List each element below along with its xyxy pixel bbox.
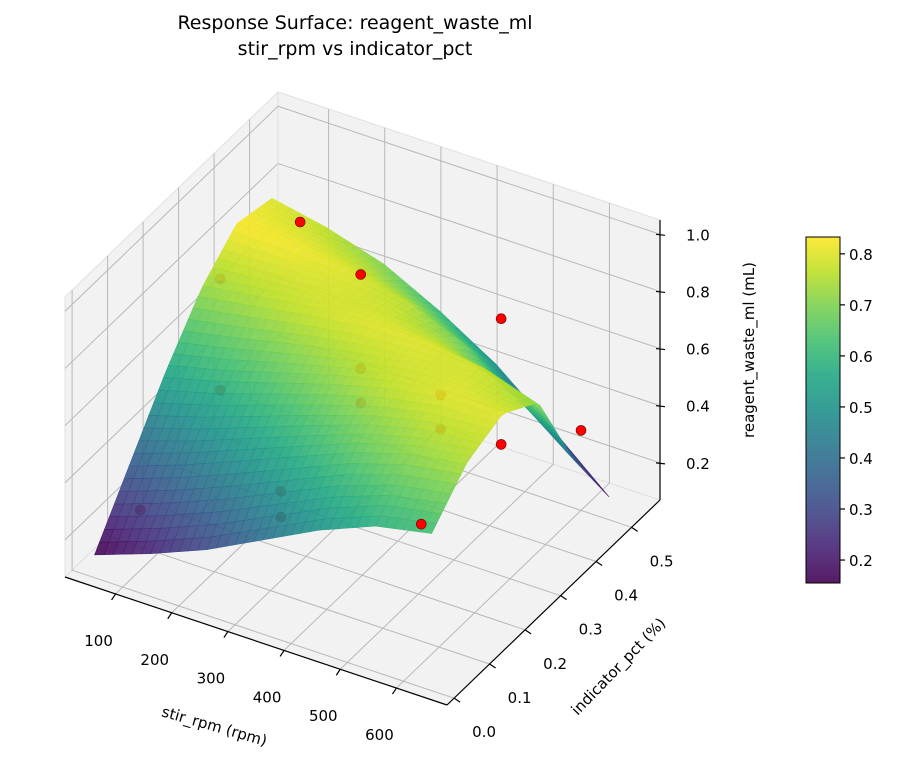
gridline [64,105,279,312]
colorbar-tick-label: 0.6 [849,348,873,366]
data-point [415,518,427,530]
y-tick-label: 0.2 [543,655,567,673]
colorbar-gradient [805,236,841,584]
gridline [277,162,661,292]
z-tick-label: 0.4 [686,398,710,416]
gridline [64,163,279,369]
y-tick-label: 0.5 [650,552,674,570]
data-point [495,439,507,450]
data-point [294,216,306,228]
x-tick [167,612,173,620]
z-tick [655,462,666,465]
gridline [71,569,455,699]
y-tick [453,697,461,703]
data-point [355,269,367,280]
x-tick-label: 100 [84,632,113,650]
x-tick [111,593,117,601]
z-tick [655,233,666,236]
gridline [277,105,661,235]
z-axis-label: reagent_waste_ml (mL) [740,262,759,438]
axes-ticks: 100 200 300 400 500 600 0.0 0.1 0.2 0.3 0.4 0.5 0.2 0… [64,220,710,744]
z-tick [655,290,666,294]
y-tick [524,629,532,635]
x-tick [335,668,341,676]
x-tick-label: 500 [309,707,338,725]
colorbar-tick-label: 0.7 [849,297,873,315]
x-tick-label: 600 [365,726,394,744]
z-tick-label: 1.0 [686,226,710,244]
z-tick [655,405,666,408]
y-tick-label: 0.4 [614,587,638,605]
colorbar-tick-label: 0.5 [849,399,873,417]
chart-title: Response Surface: reagent_waste_ml [177,12,533,34]
x-axis-label: stir_rpm (rpm) [159,703,269,751]
colorbar-tick-label: 0.2 [849,552,873,570]
scatter-points [294,216,507,530]
gridline [339,463,554,670]
gridline [283,445,498,651]
y-axis-line [446,499,661,706]
z-tick-label: 0.2 [686,455,710,473]
x-tick [391,687,397,695]
x-tick-label: 400 [253,688,282,706]
colorbar-tick-label: 0.4 [849,450,873,468]
x-tick [279,650,285,657]
z-tick [655,347,666,351]
gridline [107,535,490,665]
response-surface [94,197,610,556]
colorbar: 0.2 0.3 0.4 0.5 0.6 0.7 0.8 [805,236,873,584]
z-tick-label: 0.8 [686,283,710,301]
x-tick [223,631,229,638]
y-tick [560,595,567,601]
y-tick [631,526,638,532]
chart-subtitle: stir_rpm vs indicator_pct [237,38,473,60]
y-tick-label: 0.1 [508,689,532,707]
y-tick-label: 0.3 [579,621,603,639]
colorbar-tick-label: 0.8 [849,246,873,264]
z-tick-label: 0.6 [686,341,710,359]
x-tick-label: 300 [197,670,226,688]
colorbar-tick-label: 0.3 [849,501,873,519]
y-tick [595,561,603,566]
data-point [495,313,507,324]
y-tick [489,663,496,669]
y-tick-label: 0.0 [472,723,496,741]
x-axis-line [64,576,448,706]
x-tick-label: 200 [140,651,169,669]
data-point [575,425,587,436]
gridline [396,482,610,689]
